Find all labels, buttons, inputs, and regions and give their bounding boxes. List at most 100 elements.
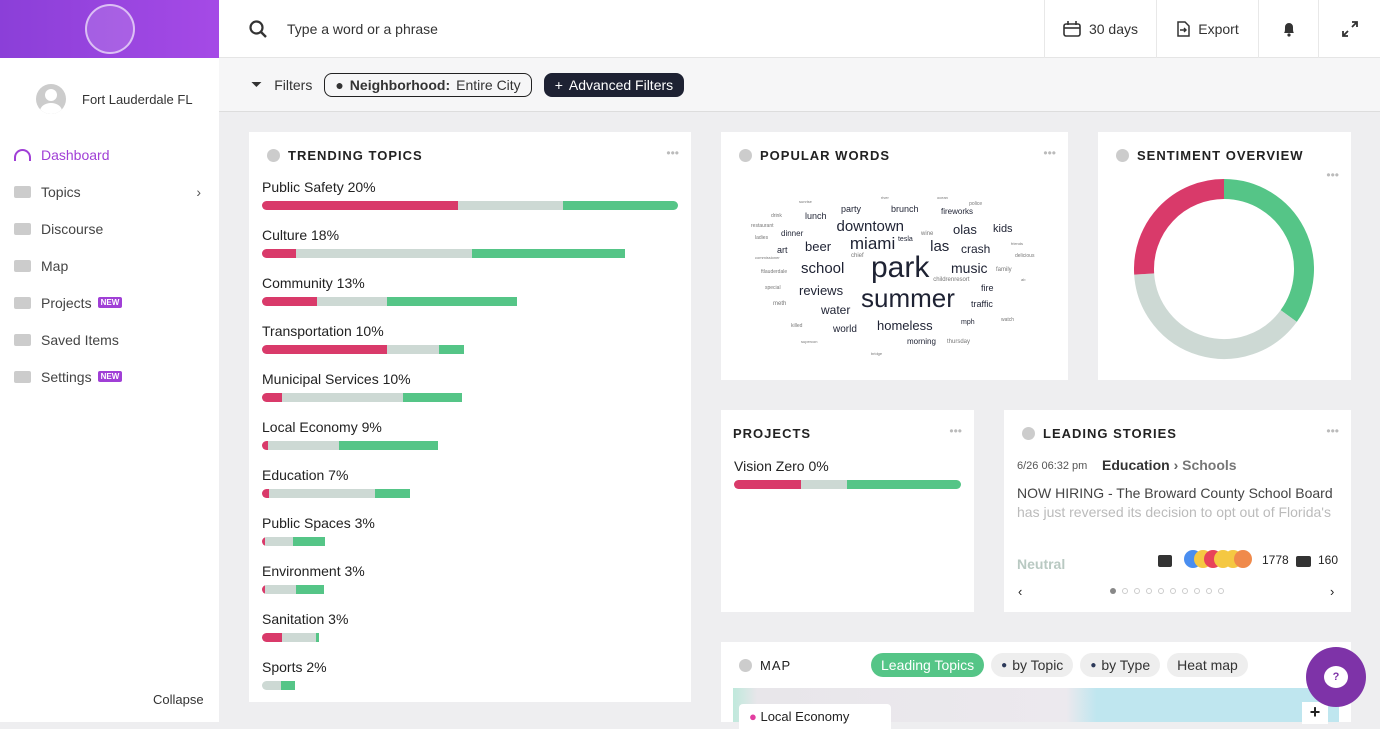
word-cloud-word[interactable]: dinner [781, 229, 804, 238]
neighborhood-filter[interactable]: ● Neighborhood: Entire City [324, 72, 532, 97]
word-cloud-word[interactable]: ftlauderdale [761, 268, 788, 275]
negative-slice[interactable] [1134, 179, 1225, 275]
more-icon[interactable]: ••• [1043, 146, 1056, 160]
export-button[interactable]: Export [1156, 0, 1258, 58]
word-cloud-word[interactable]: commissioner [755, 255, 780, 260]
page-dot[interactable] [1134, 588, 1140, 594]
word-cloud-word[interactable]: summer [861, 283, 955, 313]
tab-leading-topics[interactable]: Leading Topics [871, 653, 985, 677]
word-cloud-word[interactable]: drink [771, 212, 782, 219]
word-cloud-word[interactable]: thursday [947, 339, 971, 345]
word-cloud-word[interactable]: meth [773, 301, 787, 307]
project-label[interactable]: Vision Zero 0% [734, 458, 829, 474]
word-cloud-word[interactable]: traffic [971, 298, 993, 309]
page-dot[interactable] [1182, 588, 1188, 594]
topic-label[interactable]: Education 7% [262, 467, 349, 483]
word-cloud-word[interactable]: wine [921, 231, 934, 237]
word-cloud-word[interactable]: restaurant [751, 222, 774, 229]
info-icon[interactable] [1116, 149, 1129, 162]
word-cloud-word[interactable]: childrenresort [933, 277, 970, 284]
word-cloud-word[interactable]: fireworks [941, 207, 974, 216]
word-cloud-word[interactable]: killed [791, 322, 803, 329]
word-cloud-word[interactable]: tesla [897, 235, 913, 243]
info-icon[interactable] [739, 149, 752, 162]
word-cloud-word[interactable]: chief [851, 253, 864, 260]
topic-label[interactable]: Municipal Services 10% [262, 371, 411, 387]
word-cloud-word[interactable]: kids [993, 222, 1013, 235]
word-cloud-word[interactable]: river [881, 195, 889, 200]
more-icon[interactable]: ••• [949, 424, 962, 438]
word-cloud-word[interactable]: delicious [1015, 252, 1035, 259]
filters-label[interactable]: Filters [274, 76, 313, 93]
more-icon[interactable]: ••• [666, 146, 679, 160]
user-profile[interactable]: Fort Lauderdale FL [0, 58, 219, 114]
word-cloud-word[interactable]: school [801, 259, 845, 277]
word-cloud-word[interactable]: mph [961, 318, 975, 326]
topic-label[interactable]: Public Safety 20% [262, 179, 376, 195]
word-cloud-word[interactable]: olas [953, 221, 977, 237]
word-cloud-word[interactable]: party [841, 203, 862, 214]
page-dot[interactable] [1122, 588, 1128, 594]
date-range-button[interactable]: 30 days [1044, 0, 1156, 58]
prev-story-button[interactable]: ‹ [1018, 584, 1023, 599]
advanced-filters-button[interactable]: + Advanced Filters [543, 72, 685, 97]
page-dot[interactable] [1194, 588, 1200, 594]
zoom-in-button[interactable]: + [1302, 702, 1328, 724]
info-icon[interactable] [1022, 427, 1035, 440]
word-cloud-word[interactable]: family [996, 267, 1012, 273]
positive-slice[interactable] [1223, 179, 1314, 322]
word-cloud-word[interactable]: special [765, 284, 781, 291]
topic-label[interactable]: Local Economy 9% [262, 419, 382, 435]
story-text-line[interactable]: NOW HIRING - The Broward County School B… [1017, 485, 1333, 501]
topic-label[interactable]: Culture 18% [262, 227, 340, 243]
story-category[interactable]: Education › Schools [1102, 457, 1237, 473]
word-cloud-word[interactable]: music [951, 260, 988, 276]
sidebar-item-projects[interactable]: Projects NEW [0, 284, 219, 321]
sidebar-item-dashboard[interactable]: Dashboard [0, 136, 219, 173]
word-cloud-word[interactable]: sunrise [799, 199, 812, 204]
word-cloud-word[interactable]: beer [805, 238, 832, 254]
word-cloud-word[interactable]: brunch [891, 203, 919, 214]
topic-label[interactable]: Environment 3% [262, 563, 365, 579]
word-cloud-word[interactable]: ladies [755, 234, 769, 241]
sidebar-item-saved-items[interactable]: Saved Items [0, 321, 219, 358]
word-cloud-word[interactable]: homeless [877, 317, 933, 333]
word-cloud-word[interactable]: morning [907, 337, 936, 346]
page-dot[interactable] [1158, 588, 1164, 594]
word-cloud-word[interactable]: bridge [871, 351, 883, 356]
search-input[interactable]: Type a word or a phrase [219, 19, 1044, 38]
sidebar-item-settings[interactable]: Settings NEW [0, 358, 219, 395]
info-icon[interactable] [267, 149, 280, 162]
sidebar-item-map[interactable]: Map [0, 247, 219, 284]
more-icon[interactable]: ••• [1326, 168, 1339, 182]
word-cloud-word[interactable]: supercon [801, 339, 818, 344]
page-dot[interactable] [1218, 588, 1224, 594]
word-cloud-word[interactable]: police [969, 200, 983, 207]
more-icon[interactable]: ••• [1326, 424, 1339, 438]
page-dot[interactable] [1146, 588, 1152, 594]
word-cloud-word[interactable]: downtown [836, 217, 905, 235]
word-cloud-word[interactable]: world [833, 324, 857, 335]
page-dot[interactable] [1170, 588, 1176, 594]
word-cloud-word[interactable]: water [821, 303, 851, 317]
city-logo[interactable] [0, 0, 219, 58]
topic-label[interactable]: Sports 2% [262, 659, 327, 675]
neutral-slice[interactable] [1134, 273, 1297, 359]
info-icon[interactable] [739, 659, 752, 672]
word-cloud-word[interactable]: art [777, 244, 788, 255]
next-story-button[interactable]: › [1330, 584, 1335, 599]
image-icon[interactable] [1158, 555, 1172, 567]
sidebar-item-discourse[interactable]: Discourse [0, 210, 219, 247]
tab-heat-map[interactable]: Heat map [1167, 653, 1248, 677]
help-chat-button[interactable]: ? [1306, 647, 1366, 707]
word-cloud-word[interactable]: ocean [937, 195, 948, 200]
topic-label[interactable]: Community 13% [262, 275, 365, 291]
page-dot[interactable] [1206, 588, 1212, 594]
topic-label[interactable]: Transportation 10% [262, 323, 384, 339]
word-cloud-word[interactable]: watch [1001, 316, 1015, 323]
word-cloud-word[interactable]: fire [981, 282, 994, 293]
collapse-button[interactable]: Collapse [153, 692, 204, 707]
page-dot[interactable] [1110, 588, 1116, 594]
tab-by-topic[interactable]: ● by Topic [991, 653, 1074, 677]
word-cloud-word[interactable]: miami [849, 233, 896, 253]
